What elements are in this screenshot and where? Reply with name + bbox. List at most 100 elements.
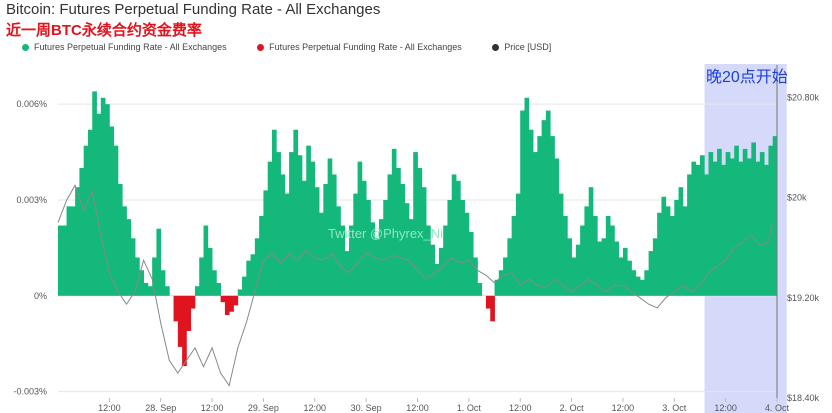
funding-bar (687, 174, 692, 296)
x-tick-label: 12:00 (612, 403, 635, 413)
y-left-tick-label: 0% (34, 291, 47, 301)
funding-bar (468, 231, 474, 296)
funding-bar (755, 161, 761, 296)
funding-bar (194, 286, 200, 296)
funding-bar (233, 295, 239, 306)
funding-bar (592, 215, 598, 296)
funding-bar (113, 145, 119, 296)
funding-bar (177, 295, 183, 347)
y-right-tick-label: $18.40k (787, 393, 820, 403)
x-tick-label: 3. Oct (662, 403, 687, 413)
funding-bar (704, 174, 709, 296)
funding-bar (550, 136, 555, 296)
funding-bar (58, 225, 67, 296)
funding-bar (678, 187, 684, 296)
funding-bar (460, 199, 465, 296)
funding-bar (319, 212, 324, 296)
funding-bar (473, 257, 478, 296)
funding-bar (528, 129, 534, 296)
y-left-tick-label: 0.006% (16, 99, 47, 109)
funding-bar (404, 203, 410, 296)
funding-bar (498, 270, 504, 296)
x-tick-label: 2. Oct (560, 403, 585, 413)
funding-bar (387, 174, 393, 296)
funding-bar (353, 193, 358, 296)
y-right-tick-label: $19.20k (787, 293, 820, 303)
legend-item-funding-positive[interactable]: Futures Perpetual Funding Rate - All Exc… (22, 42, 227, 52)
y-axis-left: -0.003% 0% 0.003% 0.006% (13, 99, 47, 396)
funding-bar (721, 164, 727, 296)
funding-bar (361, 180, 367, 296)
funding-bar (674, 199, 679, 296)
funding-bar (563, 215, 568, 296)
funding-bar (250, 254, 256, 296)
funding-bar (657, 212, 662, 296)
funding-bar (515, 193, 521, 296)
funding-bar (366, 199, 371, 296)
funding-bar (147, 286, 153, 296)
funding-bar (584, 206, 590, 296)
y-axis-right: $18.40k $19.20k $20k $20.80k (776, 65, 820, 403)
funding-bar (430, 244, 436, 296)
funding-bar (306, 145, 311, 296)
x-tick-label: 1. Oct (457, 403, 482, 413)
x-tick-label: 28. Sep (145, 403, 176, 413)
funding-bar (567, 238, 572, 296)
x-tick-label: 30. Sep (351, 403, 382, 413)
funding-bar (259, 215, 264, 296)
funding-bar (588, 187, 594, 296)
legend-label: Futures Perpetual Funding Rate - All Exc… (269, 42, 462, 52)
funding-bar (237, 289, 243, 296)
funding-bar (96, 113, 102, 296)
legend-dot-black (492, 44, 500, 52)
funding-bar (759, 152, 765, 296)
x-tick-label: 12:00 (509, 403, 532, 413)
funding-bar (383, 199, 388, 296)
funding-bar (413, 152, 418, 296)
funding-bar (597, 241, 602, 296)
funding-bar (254, 238, 260, 296)
funding-bar (618, 257, 624, 296)
funding-bar (537, 136, 543, 296)
legend-label: Price [USD] (504, 42, 552, 52)
funding-bar (66, 206, 76, 296)
funding-bar (729, 158, 735, 296)
funding-bar (443, 225, 448, 296)
x-tick-label: 12:00 (98, 403, 121, 413)
funding-bar (640, 279, 645, 296)
chart-subtitle: 近一周BTC永续合约资金费率 (6, 22, 202, 39)
funding-bar (747, 158, 752, 296)
funding-bar (417, 168, 423, 296)
funding-bar (648, 251, 654, 296)
funding-bar (370, 222, 376, 296)
funding-bar (764, 164, 769, 296)
funding-bar (263, 190, 269, 296)
funding-bar (224, 295, 230, 315)
funding-bar (357, 161, 363, 296)
legend-dot-red (257, 44, 265, 52)
x-tick-label: 12:00 (201, 403, 224, 413)
funding-bar (627, 260, 632, 296)
funding-bar (220, 295, 226, 303)
funding-bar (451, 174, 457, 296)
funding-bar (109, 126, 115, 296)
funding-bar (490, 295, 495, 322)
funding-bar (434, 263, 440, 296)
funding-bar (203, 225, 209, 296)
funding-bar (344, 251, 350, 296)
funding-bar (289, 152, 294, 296)
funding-bar (571, 257, 577, 296)
funding-bar (212, 270, 217, 296)
funding-bar (554, 158, 560, 296)
funding-bar (635, 276, 641, 296)
funding-bar (438, 247, 444, 296)
legend-item-funding-negative[interactable]: Futures Perpetual Funding Rate - All Exc… (257, 42, 462, 52)
funding-bar (631, 270, 637, 296)
funding-bar (742, 148, 748, 296)
x-tick-label: 12:00 (406, 403, 429, 413)
funding-bar (152, 257, 157, 296)
funding-bar (652, 238, 658, 296)
funding-bar (751, 142, 757, 296)
legend-item-price[interactable]: Price [USD] (492, 42, 551, 52)
